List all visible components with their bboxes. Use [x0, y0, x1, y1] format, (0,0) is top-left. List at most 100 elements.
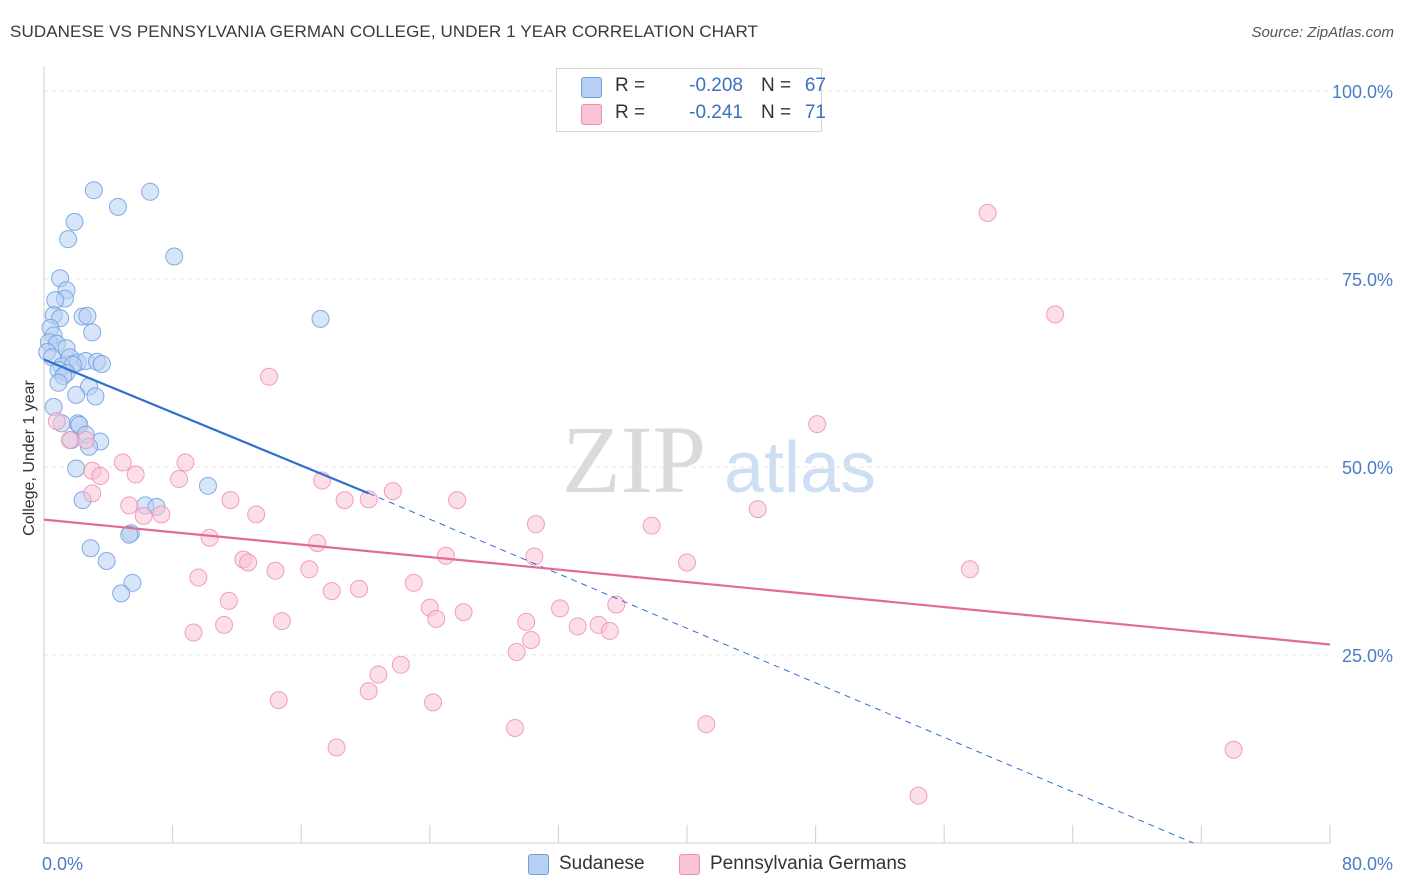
- point-0-0: [84, 181, 103, 200]
- legend-r-label: R =: [615, 75, 646, 96]
- point-1-60: [424, 693, 443, 712]
- point-0-3: [65, 212, 84, 231]
- y-tick-label-1: 50.0%: [1342, 458, 1393, 478]
- point-0-14: [311, 309, 330, 328]
- point-0-9: [46, 291, 65, 310]
- point-1-15: [83, 484, 102, 503]
- point-1-43: [551, 599, 570, 618]
- point-1-8: [176, 453, 195, 472]
- point-0-27: [92, 355, 111, 374]
- point-1-34: [266, 561, 285, 580]
- point-1-35: [300, 560, 319, 579]
- point-1-39: [322, 582, 341, 601]
- y-tick-label-2: 75.0%: [1342, 270, 1393, 290]
- series-0: [38, 181, 330, 603]
- point-1-29: [436, 546, 455, 565]
- point-1-7: [113, 453, 132, 472]
- legend-label-sudanese: Sudanese: [559, 853, 645, 874]
- point-1-47: [427, 609, 446, 628]
- point-1-53: [184, 623, 203, 642]
- point-1-52: [215, 615, 234, 634]
- point-1-57: [369, 665, 388, 684]
- point-0-2: [108, 197, 127, 216]
- point-1-41: [219, 591, 238, 610]
- point-1-31: [678, 553, 696, 572]
- point-1-30: [525, 547, 544, 566]
- point-1-48: [517, 612, 536, 631]
- point-1-10: [126, 465, 145, 484]
- point-1-58: [359, 682, 378, 701]
- chart-title: SUDANESE VS PENNSYLVANIA GERMAN COLLEGE,…: [10, 22, 759, 41]
- point-1-54: [522, 630, 541, 649]
- point-0-54: [123, 573, 142, 592]
- point-1-2: [260, 367, 279, 386]
- legend-r-label: R =: [615, 102, 646, 123]
- point-1-26: [642, 516, 661, 535]
- point-0-4: [59, 230, 78, 249]
- point-0-5: [165, 247, 184, 266]
- point-1-46: [272, 612, 291, 631]
- legend-r-value: -0.208: [689, 75, 743, 96]
- point-1-3: [808, 415, 827, 434]
- point-1-20: [120, 496, 139, 515]
- point-1-61: [505, 718, 524, 737]
- trend-line-0: [43, 358, 370, 495]
- point-1-62: [697, 715, 716, 734]
- point-1-14: [383, 482, 402, 501]
- point-1-16: [221, 491, 240, 510]
- point-1-40: [350, 579, 369, 598]
- y-tick-labels: 25.0% 50.0% 75.0% 100.0%: [1332, 82, 1393, 666]
- legend-swatch-sudanese: [528, 854, 549, 875]
- y-axis-label: College, Under 1 year: [21, 380, 38, 536]
- legend-swatch-pennsylvania-germans: [581, 104, 602, 125]
- point-0-51: [120, 525, 139, 544]
- point-1-36: [960, 560, 979, 579]
- point-1-22: [134, 506, 153, 525]
- point-0-13: [78, 306, 97, 325]
- trend-extension-0: [368, 492, 1194, 844]
- point-0-45: [67, 459, 86, 478]
- legend-n-value: 67: [804, 75, 826, 96]
- series-layer: [38, 181, 1243, 805]
- x-tick-label-max: 80.0%: [1342, 854, 1393, 874]
- point-1-0: [978, 203, 997, 222]
- legend-swatch-sudanese: [581, 77, 602, 98]
- x-tick-labels: 0.0% 80.0%: [42, 854, 1393, 874]
- point-1-4: [47, 412, 66, 431]
- point-1-6: [76, 430, 95, 449]
- point-1-1: [1046, 305, 1065, 324]
- point-1-23: [247, 505, 266, 524]
- point-1-56: [391, 655, 410, 674]
- point-1-11: [91, 467, 110, 486]
- trend-layer: [43, 358, 1331, 844]
- point-1-17: [335, 491, 354, 510]
- point-1-33: [239, 553, 258, 572]
- point-0-36: [86, 387, 105, 406]
- series-1: [47, 203, 1243, 805]
- legend-label-pennsylvania-germans: Pennsylvania Germans: [710, 853, 907, 874]
- y-tick-label-0: 25.0%: [1342, 646, 1393, 666]
- legend-n-value: 71: [804, 102, 826, 123]
- point-1-55: [507, 643, 526, 662]
- point-1-5: [60, 430, 79, 449]
- legend-swatch-pennsylvania-germans: [679, 854, 700, 875]
- y-tick-label-3: 100.0%: [1332, 82, 1393, 102]
- x-tick-label-min: 0.0%: [42, 854, 83, 874]
- point-1-51: [600, 621, 619, 640]
- point-0-17: [83, 323, 102, 342]
- point-0-53: [97, 552, 116, 571]
- legend-r-value: -0.241: [689, 102, 743, 123]
- point-1-44: [607, 595, 626, 614]
- point-0-35: [67, 385, 86, 404]
- point-0-33: [49, 373, 68, 392]
- correlation-legend: R = -0.208 N = 67 R = -0.241 N = 71: [556, 68, 826, 132]
- point-0-1: [141, 182, 160, 201]
- point-1-38: [404, 573, 423, 592]
- point-1-12: [170, 470, 189, 489]
- point-1-25: [526, 515, 545, 534]
- legend-n-label: N =: [761, 75, 792, 96]
- point-1-28: [308, 533, 327, 552]
- point-1-21: [152, 505, 171, 524]
- source-label: Source: ZipAtlas.com: [1251, 24, 1394, 41]
